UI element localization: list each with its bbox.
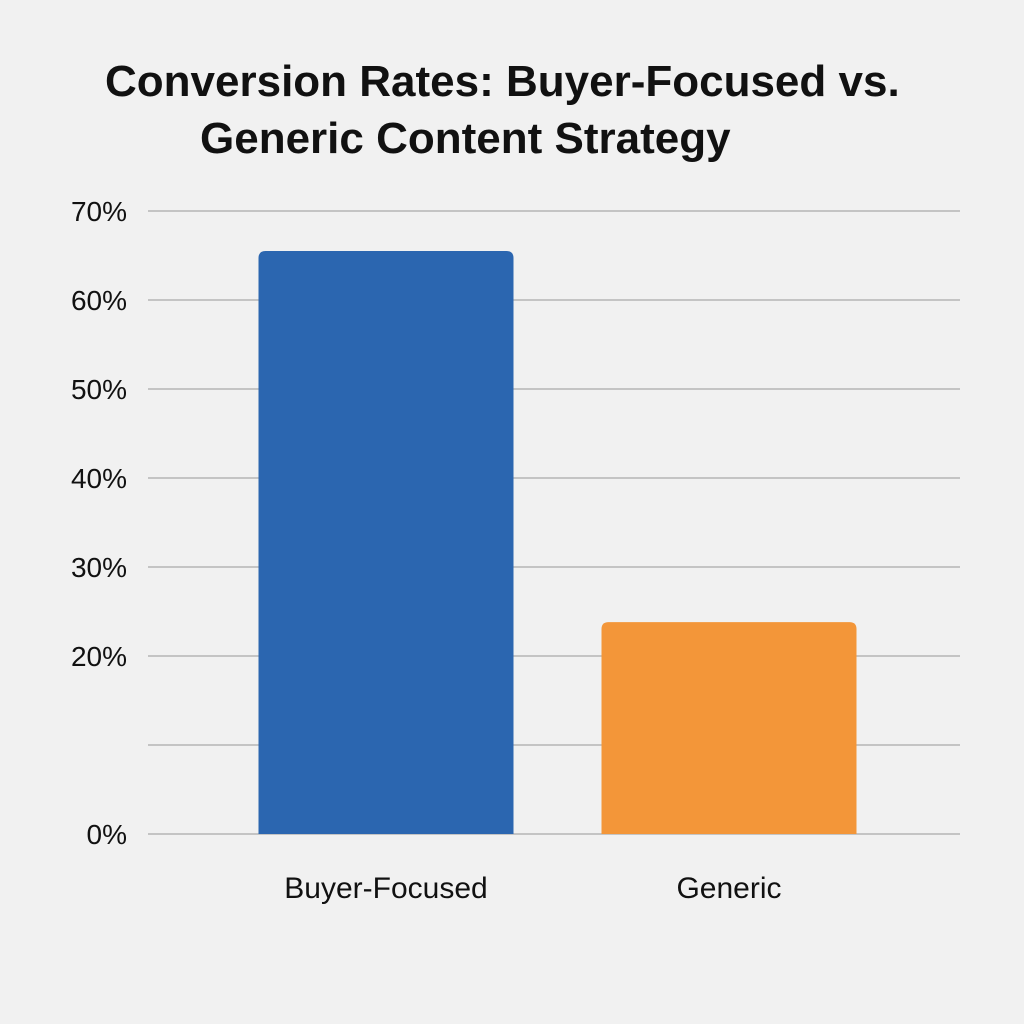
y-tick-label: 0% — [87, 819, 127, 850]
x-category-label: Generic — [676, 872, 781, 905]
chart-title-line-1: Conversion Rates: Buyer-Focused vs. — [105, 57, 900, 106]
x-category-label: Buyer-Focused — [284, 872, 487, 905]
bar-generic — [601, 622, 857, 834]
y-tick-label: 70% — [71, 196, 127, 227]
y-tick-label: 60% — [71, 285, 127, 316]
y-tick-label: 30% — [71, 552, 127, 583]
y-tick-label: 50% — [71, 374, 127, 405]
bar-buyer-focused — [258, 251, 514, 835]
y-tick-label: 40% — [71, 463, 127, 494]
chart-title-line-2: Generic Content Strategy — [200, 114, 731, 163]
y-tick-label: 20% — [71, 641, 127, 672]
